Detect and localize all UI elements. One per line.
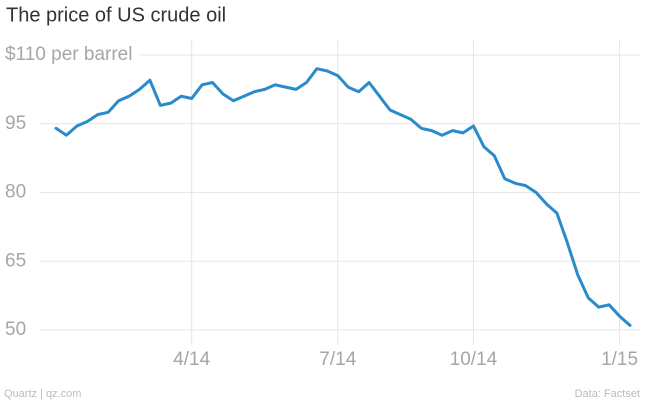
y-tick-label: 80 <box>5 182 26 203</box>
credit: Quartz | qz.com <box>4 388 81 400</box>
chart-title: The price of US crude oil <box>6 4 226 26</box>
price-line <box>54 67 632 327</box>
source: Data: Factset <box>575 388 640 400</box>
y-tick-label: $110 per barrel <box>5 44 132 65</box>
x-tick-label: 7/14 <box>319 349 356 370</box>
y-tick-label: 95 <box>5 113 26 134</box>
y-tick-label: 50 <box>5 319 26 340</box>
x-tick-label: 10/14 <box>450 349 498 370</box>
x-tick-label: 4/14 <box>173 349 210 370</box>
x-tick-label: 1/15 <box>601 349 638 370</box>
y-tick-label: 65 <box>5 250 26 271</box>
